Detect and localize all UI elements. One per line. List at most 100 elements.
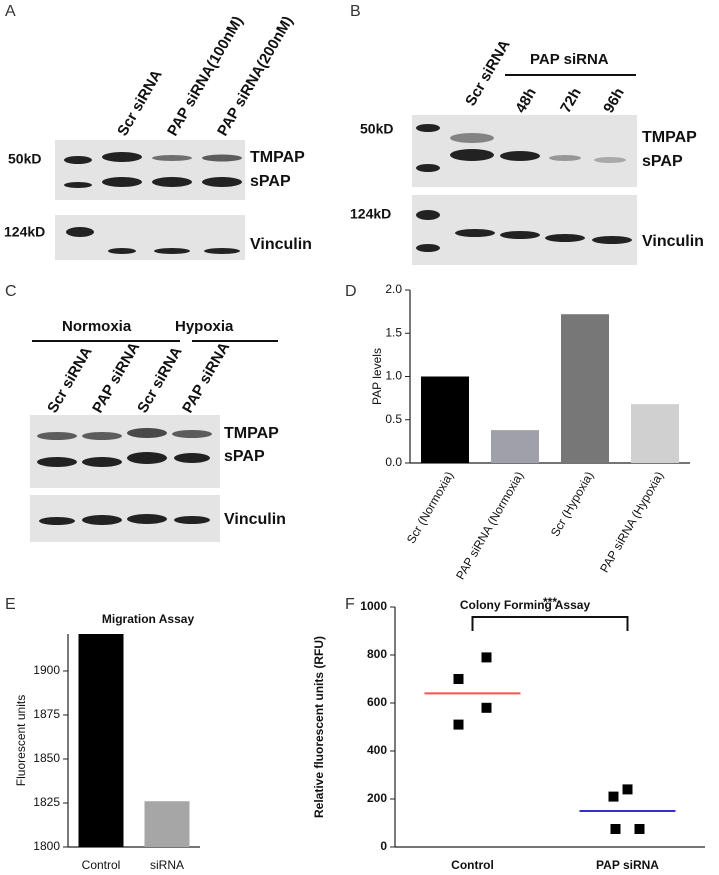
- lane-label: 72h: [557, 85, 585, 116]
- ladder-band: [66, 227, 94, 237]
- group-label: PAP siRNA: [530, 51, 609, 68]
- y-axis-title: Fluorescent units: [14, 695, 28, 786]
- band: [549, 155, 581, 161]
- data-point: [453, 719, 464, 730]
- panel-label: F: [345, 596, 355, 613]
- band: [174, 453, 210, 463]
- band: [592, 236, 632, 244]
- band: [500, 231, 540, 239]
- chart-title: Migration Assay: [102, 612, 195, 626]
- lane-label: Scr siRNA: [114, 67, 165, 139]
- band: [39, 517, 75, 525]
- panel-label: C: [5, 283, 17, 300]
- band: [594, 157, 626, 163]
- bar: [631, 404, 679, 463]
- y-axis-title: PAP levels: [370, 348, 384, 405]
- band: [154, 248, 190, 254]
- band-label: Vinculin: [642, 233, 704, 250]
- band-label: Vinculin: [250, 236, 312, 253]
- x-tick-label: siRNA: [150, 858, 184, 872]
- x-tick-label: Scr (Normoxia): [404, 469, 456, 546]
- y-tick-label: 1875: [33, 707, 60, 721]
- bar: [78, 634, 124, 847]
- x-tick-label: PAP siRNA (Hypoxia): [597, 469, 666, 575]
- ladder-band: [416, 124, 440, 132]
- band: [455, 229, 495, 237]
- band: [127, 452, 167, 464]
- band: [37, 432, 77, 440]
- band: [174, 516, 210, 524]
- marker-label: 124kD: [350, 206, 391, 222]
- data-point: [608, 791, 619, 802]
- band-label: TMPAP: [224, 425, 279, 442]
- y-tick-label: 1900: [33, 663, 60, 677]
- ladder-band: [416, 164, 440, 172]
- bar: [421, 376, 469, 463]
- band: [450, 149, 494, 161]
- band: [102, 177, 142, 187]
- lane-label: 48h: [512, 85, 540, 116]
- panel-label: D: [345, 283, 357, 300]
- blot-panel-c: C Normoxia Hypoxia Scr siRNA PAP siRNA S…: [5, 283, 286, 542]
- ladder-band: [64, 182, 92, 188]
- band: [37, 457, 77, 467]
- y-tick-label: 200: [367, 791, 387, 805]
- lane-label: PAP siRNA: [179, 339, 233, 416]
- band: [152, 155, 192, 161]
- bar: [561, 314, 609, 463]
- band: [102, 152, 142, 162]
- blot-panel-b: B Scr siRNA PAP siRNA 48h 72h 96h 50kD 1…: [350, 3, 704, 265]
- group-label: Normoxia: [62, 318, 132, 335]
- y-tick-label: 1800: [33, 839, 60, 853]
- lane-label: 96h: [600, 85, 628, 116]
- blot-panel-a: A Scr siRNA PAP siRNA(100nM) PAP siRNA(2…: [4, 3, 312, 260]
- band: [202, 177, 242, 187]
- panel-label: B: [350, 3, 361, 20]
- band: [108, 248, 136, 254]
- y-axis-title: Relative fluorescent units (RFU): [312, 636, 326, 818]
- band: [545, 234, 585, 242]
- band-label: TMPAP: [250, 149, 305, 166]
- ladder-band: [416, 244, 440, 252]
- significance-bracket: [471, 616, 629, 631]
- lane-label: Scr siRNA: [134, 344, 185, 416]
- band: [82, 515, 122, 525]
- band: [450, 133, 494, 143]
- y-tick-label: 1825: [33, 795, 60, 809]
- band-label: TMPAP: [642, 129, 697, 146]
- group-label: Hypoxia: [175, 318, 234, 335]
- marker-label: 50kD: [8, 151, 41, 167]
- x-tick-label: Scr (Hypoxia): [548, 469, 596, 539]
- band: [82, 457, 122, 467]
- significance-label: ***: [543, 595, 557, 609]
- band: [127, 514, 167, 524]
- band-label: sPAP: [642, 153, 683, 170]
- band: [152, 177, 192, 187]
- y-tick-label: 600: [367, 695, 387, 709]
- panel-label: E: [5, 596, 16, 613]
- bar: [144, 801, 190, 847]
- lane-label: Scr siRNA: [44, 344, 95, 416]
- x-tick-label: PAP siRNA (Normoxia): [453, 469, 526, 582]
- bar: [491, 430, 539, 463]
- ladder-band: [416, 210, 440, 220]
- band-label: sPAP: [224, 448, 265, 465]
- band: [172, 430, 212, 438]
- chart-title: Colony Forming Assay: [460, 598, 591, 612]
- band: [82, 432, 122, 440]
- band: [204, 248, 240, 254]
- blot: [55, 140, 245, 200]
- blot: [412, 115, 637, 187]
- blot: [412, 195, 637, 265]
- marker-label: 124kD: [4, 224, 45, 240]
- data-point: [610, 824, 621, 834]
- data-point: [634, 824, 645, 834]
- y-tick-label: 800: [367, 647, 387, 661]
- y-tick-label: 1000: [360, 599, 387, 613]
- ladder-band: [64, 156, 92, 164]
- y-tick-label: 0.0: [385, 455, 402, 469]
- y-tick-label: 400: [367, 743, 387, 757]
- y-tick-label: 0.5: [385, 412, 402, 426]
- data-point: [481, 702, 492, 713]
